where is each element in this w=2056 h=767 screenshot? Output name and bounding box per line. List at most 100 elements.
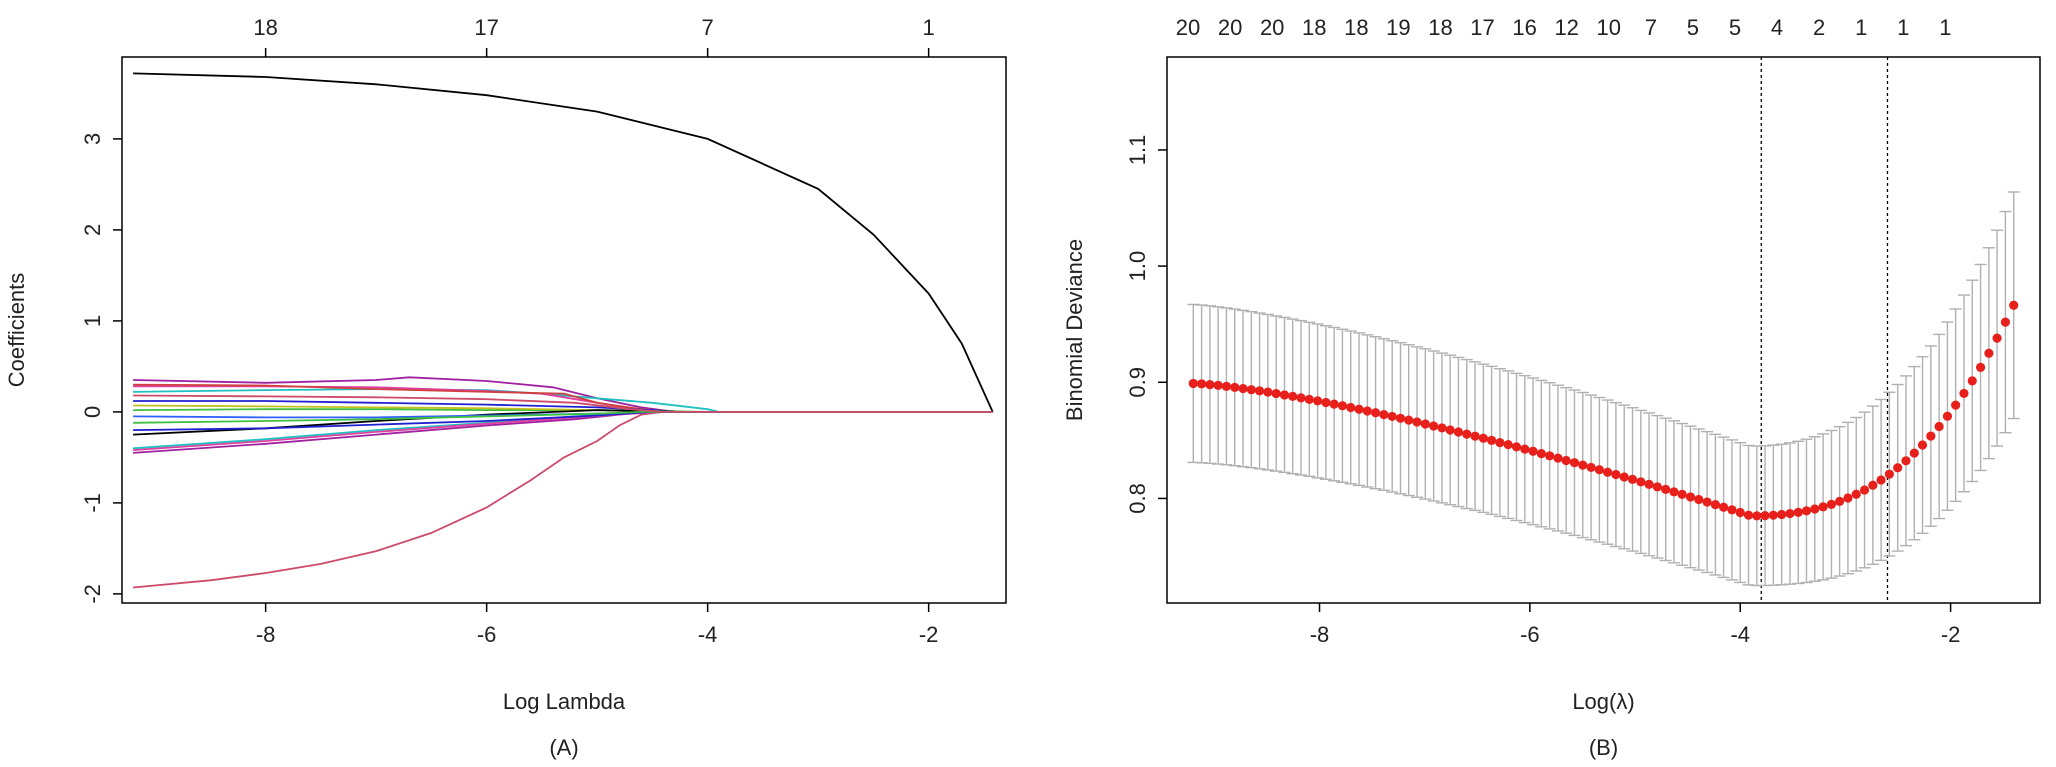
deviance-point xyxy=(1545,451,1555,461)
top-tick-label: 20 xyxy=(1218,15,1242,40)
deviance-point xyxy=(1395,413,1406,423)
deviance-point xyxy=(1337,401,1348,411)
deviance-point xyxy=(1379,409,1389,420)
deviance-point xyxy=(1868,480,1878,490)
deviance-point xyxy=(1536,449,1546,459)
top-tick-label: 7 xyxy=(1645,15,1657,40)
deviance-point xyxy=(1462,429,1472,439)
deviance-point xyxy=(1934,421,1944,432)
deviance-point xyxy=(1694,494,1704,505)
deviance-point xyxy=(1296,393,1306,403)
deviance-point xyxy=(1362,406,1372,416)
top-tick-label: 18 xyxy=(1344,15,1368,40)
coefficient-path-panel: -8 -6 -4 -2 -2 -1 0 1 2 3 18 17 7 1 Log Lambda Coeffici… xyxy=(4,15,1007,760)
deviance-point xyxy=(1279,390,1290,400)
deviance-point xyxy=(1188,378,1198,389)
deviance-point xyxy=(1959,388,1969,399)
y-tick-label: -2 xyxy=(80,584,105,604)
top-tick-label: 18 xyxy=(1428,15,1452,40)
x-tick-label: -4 xyxy=(698,622,718,647)
top-tick-label: 20 xyxy=(1176,15,1200,40)
deviance-point xyxy=(2000,317,2010,327)
top-tick-label: 20 xyxy=(1260,15,1284,40)
deviance-point xyxy=(1942,411,1953,421)
deviance-point xyxy=(1876,475,1886,485)
deviance-point xyxy=(1644,479,1654,489)
top-tick-label: 17 xyxy=(474,15,498,40)
deviance-point xyxy=(1926,431,1936,441)
y-tick-label: 1 xyxy=(80,315,105,327)
deviance-point xyxy=(2009,300,2019,310)
coefficient-path-line xyxy=(133,410,993,424)
deviance-point xyxy=(1777,509,1787,520)
deviance-point xyxy=(1619,472,1629,482)
deviance-point xyxy=(1884,469,1894,479)
deviance-point xyxy=(1826,499,1837,509)
coefficient-lines xyxy=(133,72,994,589)
top-tick-label: 1 xyxy=(923,15,935,40)
deviance-point xyxy=(1785,508,1795,519)
deviance-point xyxy=(1702,497,1712,507)
y-tick-label: 1.0 xyxy=(1125,251,1150,282)
deviance-point xyxy=(1387,411,1397,422)
deviance-point xyxy=(1197,379,1207,389)
deviance-point xyxy=(1313,396,1323,406)
y-tick-label: 0.8 xyxy=(1125,483,1150,514)
deviance-point xyxy=(1967,376,1977,386)
deviance-point xyxy=(1495,437,1505,448)
top-tick-label: 1 xyxy=(1855,15,1867,40)
x-tick-label: -2 xyxy=(1941,622,1961,647)
deviance-point xyxy=(1561,455,1571,466)
deviance-point xyxy=(1735,507,1745,518)
deviance-point xyxy=(1221,381,1232,391)
deviance-point xyxy=(1420,419,1430,429)
deviance-cv-panel: -8 -6 -4 -20.80.91.01.120 20 20 18 18 19 18 17 16 12… xyxy=(1062,15,2041,760)
deviance-point xyxy=(1503,440,1513,450)
top-tick-label: 19 xyxy=(1386,15,1410,40)
deviance-point xyxy=(1594,465,1604,475)
x-tick-label: -4 xyxy=(1730,622,1750,647)
deviance-point xyxy=(1917,440,1928,450)
deviance-point xyxy=(1578,460,1588,470)
top-tick-label: 12 xyxy=(1554,15,1578,40)
deviance-point xyxy=(1271,388,1281,399)
deviance-point xyxy=(1437,423,1447,433)
y-axis-title: Binomial Deviance xyxy=(1062,239,1087,421)
deviance-point xyxy=(1611,469,1621,480)
deviance-point xyxy=(1710,500,1721,510)
deviance-point xyxy=(1652,482,1662,492)
top-tick-label: 1 xyxy=(1939,15,1951,40)
coefficient-path-line xyxy=(133,383,993,413)
top-tick-label: 5 xyxy=(1687,15,1699,40)
deviance-point xyxy=(1793,507,1803,517)
deviance-point xyxy=(1752,511,1762,521)
y-tick-label: -1 xyxy=(80,493,105,513)
coefficient-path-line xyxy=(133,72,994,413)
top-tick-label: 5 xyxy=(1729,15,1741,40)
x-tick-label: -8 xyxy=(256,622,276,647)
y-tick-label: 0.9 xyxy=(1125,367,1150,398)
y-tick-label: 0 xyxy=(80,406,105,418)
deviance-point xyxy=(1238,383,1248,394)
x-tick-label: -6 xyxy=(1520,622,1540,647)
plot-frame xyxy=(121,56,1007,604)
deviance-point xyxy=(1627,474,1638,484)
deviance-point xyxy=(1909,448,1919,458)
top-tick-label: 17 xyxy=(1470,15,1494,40)
deviance-point xyxy=(1901,456,1911,466)
deviance-point xyxy=(1984,348,1994,358)
deviance-point xyxy=(1246,385,1256,395)
deviance-point xyxy=(1685,492,1696,502)
deviance-point xyxy=(1951,400,1961,410)
top-tick-label: 2 xyxy=(1813,15,1825,40)
x-axis-title: Log Lambda xyxy=(503,689,626,714)
deviance-point xyxy=(1354,404,1364,414)
deviance-point xyxy=(1478,433,1488,443)
deviance-point xyxy=(1429,421,1439,431)
deviance-point xyxy=(1404,415,1414,425)
coefficient-path-line xyxy=(133,394,993,413)
top-tick-label: 10 xyxy=(1597,15,1621,40)
panel-label: (B) xyxy=(1589,735,1618,760)
deviance-point xyxy=(1288,391,1298,401)
deviance-point xyxy=(1486,435,1497,445)
